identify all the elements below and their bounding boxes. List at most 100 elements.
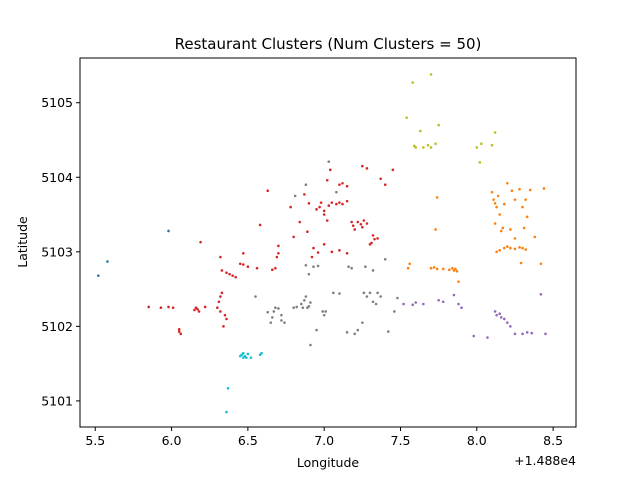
data-point (429, 146, 433, 149)
data-point (280, 319, 283, 322)
data-point (223, 313, 227, 317)
data-point (386, 330, 390, 333)
data-point (245, 356, 248, 359)
data-point (266, 310, 270, 314)
x-tick-label: 5.5 (85, 433, 105, 448)
data-point (341, 202, 344, 206)
data-point (353, 228, 357, 231)
data-point (393, 310, 396, 313)
data-point (524, 198, 527, 201)
data-point (238, 262, 242, 266)
data-point (315, 328, 318, 332)
data-point (451, 266, 454, 270)
data-point (513, 198, 517, 201)
data-point (338, 183, 341, 187)
data-point (335, 202, 338, 206)
data-point (345, 199, 349, 203)
data-point (303, 298, 306, 302)
data-point (338, 292, 341, 295)
data-point (325, 219, 329, 222)
data-point (513, 332, 517, 336)
data-point (322, 313, 326, 317)
data-point (255, 266, 259, 270)
data-point (97, 274, 100, 277)
data-point (359, 222, 363, 226)
data-point (361, 225, 364, 229)
data-point (222, 325, 225, 328)
data-point (356, 220, 360, 224)
data-point (322, 213, 326, 216)
data-point (309, 301, 312, 304)
data-point (539, 262, 543, 266)
data-point (350, 266, 353, 270)
data-point (193, 308, 196, 312)
data-point (277, 252, 280, 255)
y-tick-label: 5103 (41, 244, 73, 259)
data-point (452, 293, 456, 297)
data-point (525, 215, 529, 219)
data-point (383, 183, 387, 187)
data-point (432, 266, 436, 269)
y-tick-label: 5105 (41, 95, 73, 110)
data-point (321, 310, 324, 313)
data-point (335, 190, 338, 194)
data-point (277, 307, 280, 310)
data-point (177, 328, 181, 331)
data-point (312, 246, 315, 250)
data-point (338, 249, 341, 252)
chart-title: Restaurant Clusters (Num Clusters = 50) (175, 35, 482, 53)
data-point (365, 222, 369, 225)
data-point (275, 255, 279, 259)
y-tick-label: 5101 (41, 393, 73, 408)
plot-area (97, 73, 547, 414)
data-point (521, 205, 524, 209)
data-point (411, 81, 415, 84)
data-point (528, 188, 532, 192)
data-point (441, 300, 445, 304)
data-point (219, 295, 222, 298)
data-point (216, 306, 219, 310)
data-point (533, 235, 537, 239)
data-point (365, 295, 369, 298)
data-point (272, 310, 276, 313)
data-point (435, 267, 439, 271)
data-point (525, 331, 529, 334)
x-tick-label: 6.0 (162, 433, 182, 448)
data-point (356, 328, 360, 332)
data-point (312, 265, 315, 269)
data-point (518, 187, 521, 191)
data-point (277, 244, 280, 248)
data-point (167, 229, 170, 233)
data-point (419, 129, 422, 133)
data-point (269, 321, 273, 324)
data-point (374, 302, 378, 306)
y-axis: 5101 5102 5103 5104 5105 (41, 95, 80, 408)
data-point (460, 306, 463, 310)
data-point (325, 178, 329, 182)
data-point (225, 410, 228, 414)
data-point (383, 257, 387, 261)
data-point (361, 164, 364, 168)
y-axis-label: Latitude (15, 216, 30, 268)
data-point (544, 332, 547, 336)
data-point (307, 202, 311, 205)
data-point (509, 325, 512, 328)
data-point (414, 301, 418, 304)
data-point (318, 205, 321, 209)
data-point (350, 220, 353, 224)
data-point (499, 229, 503, 233)
data-point (274, 266, 277, 270)
y-tick-label: 5102 (41, 319, 73, 334)
data-point (493, 131, 497, 134)
data-point (435, 196, 439, 199)
data-point (441, 267, 445, 271)
data-point (167, 305, 170, 309)
data-point (303, 193, 306, 196)
data-point (159, 306, 163, 310)
data-point (498, 312, 501, 315)
data-point (171, 306, 175, 310)
data-point (301, 306, 305, 310)
data-point (316, 264, 320, 268)
data-point (371, 300, 375, 304)
